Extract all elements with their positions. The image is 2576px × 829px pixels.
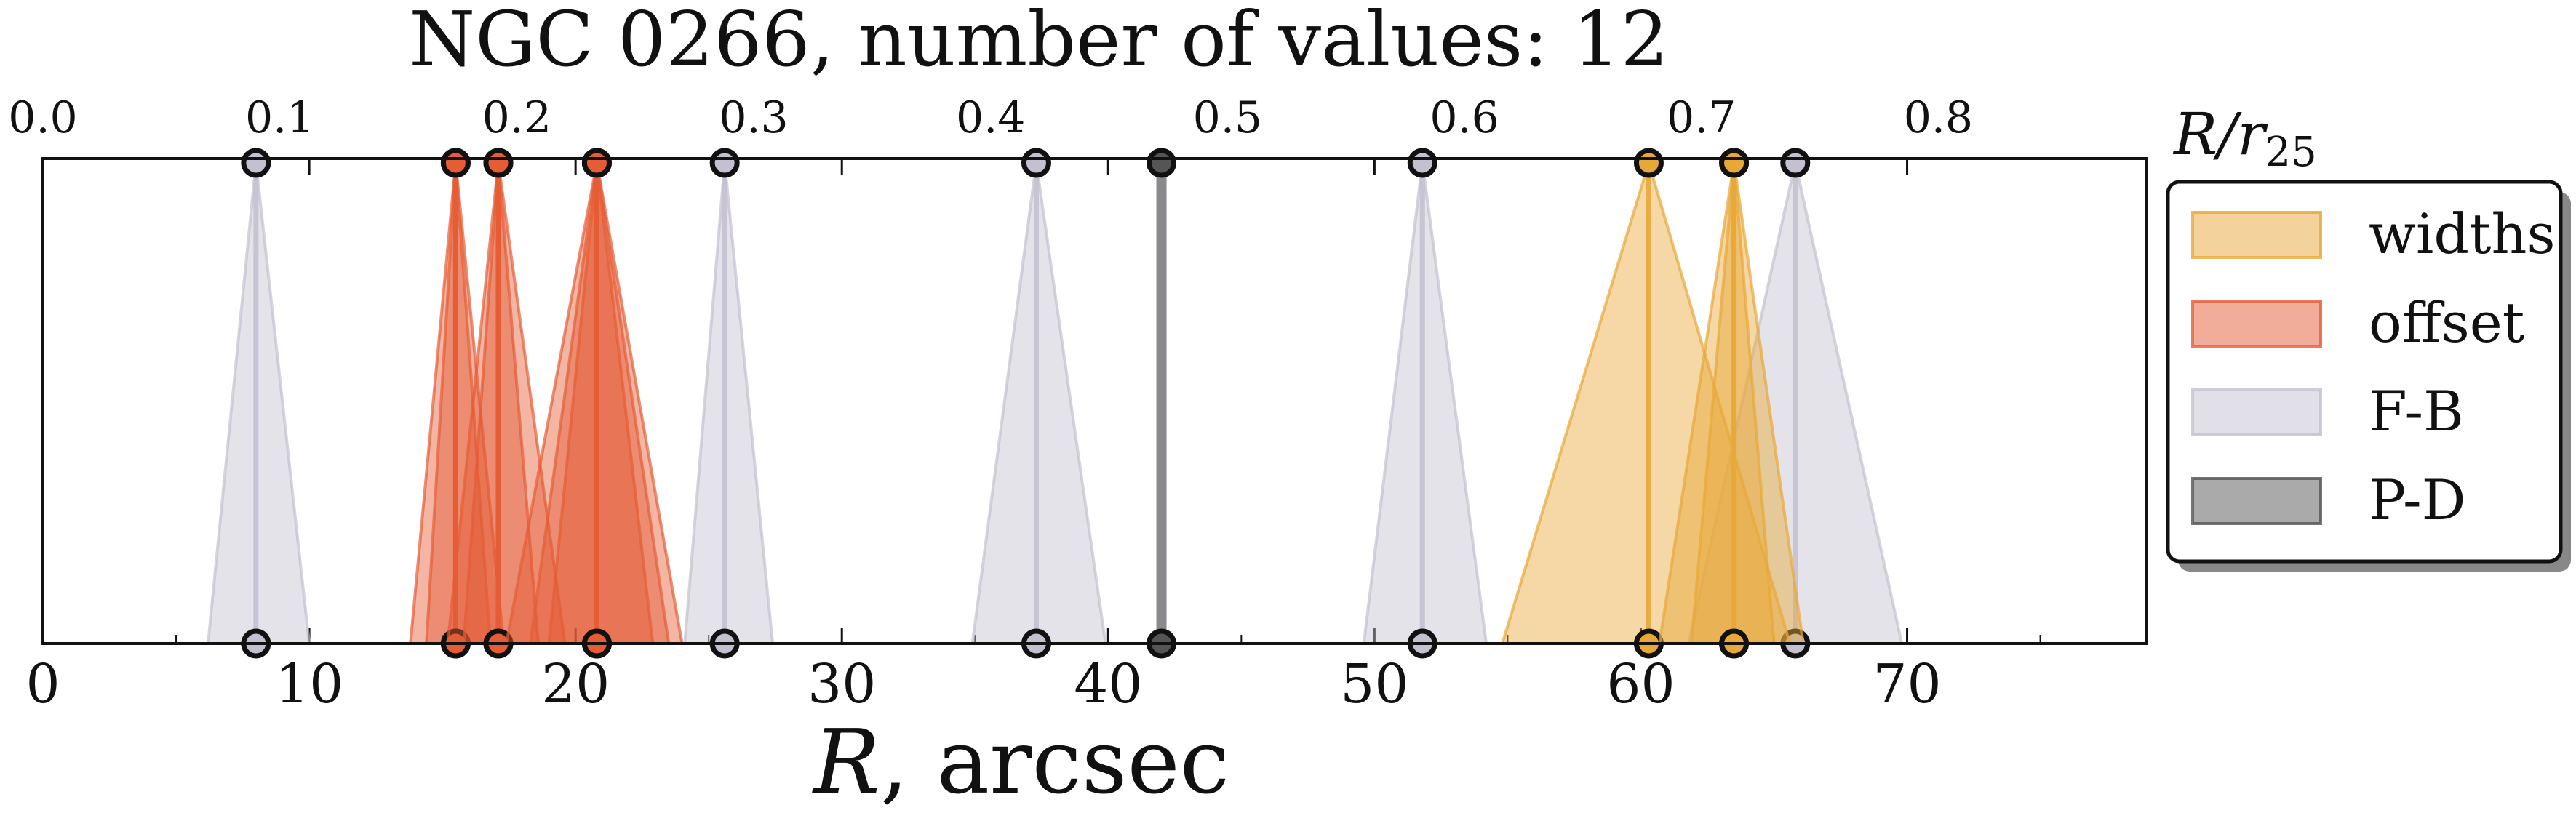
legend-swatch-widths — [2191, 211, 2322, 259]
top-tick-label: 0.0 — [8, 92, 77, 143]
top-tick-label: 0.5 — [1193, 92, 1262, 143]
chart-title: NGC 0266, number of values: 12 — [409, 0, 1669, 84]
top-tick-label: 0.4 — [956, 92, 1025, 143]
top-axis-label-main: R/r — [2172, 100, 2268, 168]
f-b-triangle — [1362, 162, 1488, 645]
offset-top-point — [483, 148, 514, 178]
x-axis-label-symbol: R — [812, 710, 880, 814]
top-axis-label: R/r25 — [2172, 100, 2317, 176]
legend: widths offset F-B P-D — [2166, 180, 2571, 572]
f-b-triangle — [206, 162, 311, 645]
x-axis-label: R, arcsec — [812, 710, 1229, 814]
f-b-triangle — [970, 162, 1107, 645]
offset-top-point — [440, 148, 471, 178]
top-tick-label: 0.8 — [1904, 92, 1973, 143]
top-tick-label: 0.2 — [482, 92, 551, 143]
x-tick-label: 20 — [541, 653, 610, 716]
f-b-triangle — [683, 162, 775, 645]
x-tick-label: 10 — [275, 653, 343, 716]
legend-label-f-b: F-B — [2369, 379, 2464, 444]
x-tick-label: 70 — [1873, 653, 1941, 716]
top-axis-ticks: 0.0 0.1 0.2 0.3 0.4 0.5 0.6 0.7 0.8 — [8, 92, 1973, 143]
plot-frame — [41, 157, 2148, 645]
legend-items: widths offset F-B P-D — [2191, 201, 2556, 532]
legend-label-offset: offset — [2369, 290, 2524, 355]
top-tick-label: 0.1 — [245, 92, 314, 143]
p-d-top-point — [1147, 148, 1177, 178]
f-b-top-point — [1780, 148, 1811, 178]
legend-swatch-offset — [2191, 300, 2322, 348]
legend-label-p-d: P-D — [2369, 468, 2466, 532]
x-axis-label-unit: , arcsec — [880, 710, 1229, 814]
widths-top-point — [1633, 148, 1664, 178]
f-b-top-point — [1407, 148, 1437, 178]
legend-label-widths: widths — [2369, 201, 2556, 266]
f-b-top-point — [241, 148, 271, 178]
widths-top-point — [1719, 148, 1750, 178]
x-tick-label: 50 — [1340, 653, 1408, 716]
x-tick-label: 0 — [25, 653, 60, 716]
top-tick-label: 0.7 — [1667, 92, 1736, 143]
bottom-axis-ticks: 0 10 20 30 40 50 60 70 — [25, 159, 2041, 716]
x-tick-label: 30 — [808, 653, 876, 716]
offset-top-point — [581, 148, 612, 178]
x-tick-label: 60 — [1606, 653, 1675, 716]
top-tick-label: 0.3 — [719, 92, 788, 143]
plot-area — [206, 148, 1904, 659]
legend-swatch-p-d — [2191, 477, 2322, 525]
x-tick-label: 40 — [1074, 653, 1142, 716]
top-axis-label-sub: 25 — [2265, 129, 2316, 176]
legend-box — [2166, 180, 2563, 564]
chart-marks — [206, 148, 1904, 659]
f-b-top-point — [709, 148, 740, 178]
f-b-top-point — [1021, 148, 1051, 178]
legend-swatch-f-b — [2191, 388, 2322, 436]
top-tick-label: 0.6 — [1429, 92, 1499, 143]
